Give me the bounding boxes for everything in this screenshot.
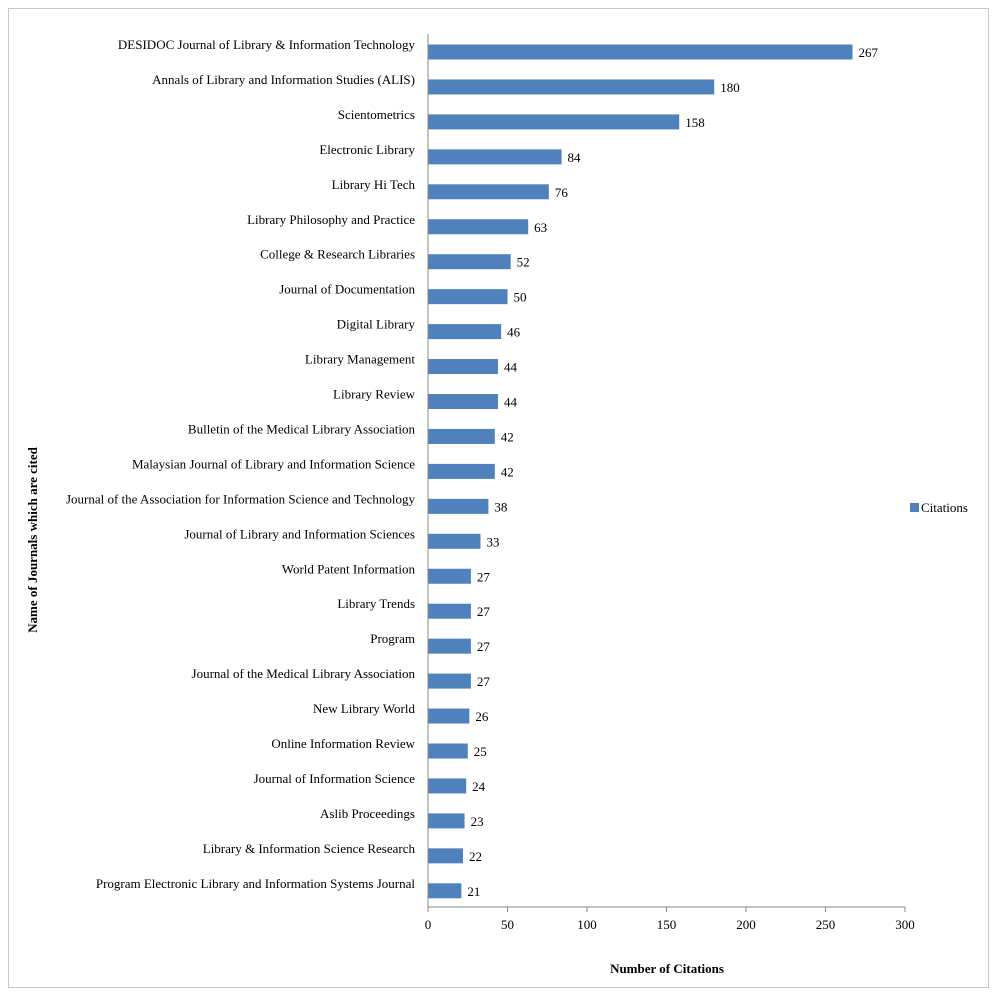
value-label: 27 — [477, 604, 491, 619]
value-label: 27 — [477, 674, 491, 689]
bar — [428, 359, 498, 374]
bar — [428, 79, 714, 94]
category-label: Electronic Library — [319, 142, 415, 157]
value-label: 76 — [555, 185, 569, 200]
value-label: 52 — [517, 255, 530, 270]
bar — [428, 429, 495, 444]
category-label: Aslib Proceedings — [320, 806, 415, 821]
value-label: 21 — [467, 884, 480, 899]
bar — [428, 394, 498, 409]
bar — [428, 149, 562, 164]
category-label: Program Electronic Library and Informati… — [96, 876, 416, 891]
value-label: 27 — [477, 569, 491, 584]
value-label: 46 — [507, 325, 521, 340]
category-label: Bulletin of the Medical Library Associat… — [188, 421, 416, 436]
category-label: College & Research Libraries — [260, 247, 415, 262]
bar — [428, 639, 471, 654]
bar — [428, 219, 528, 234]
value-label: 38 — [494, 499, 507, 514]
bar — [428, 254, 511, 269]
bar — [428, 184, 549, 199]
category-label: Journal of the Association for Informati… — [66, 491, 416, 506]
value-label: 50 — [514, 290, 527, 305]
legend-label: Citations — [921, 500, 968, 515]
value-label: 63 — [534, 220, 547, 235]
x-axis: 0 50 100 150 200 250 300 — [425, 34, 915, 932]
value-label: 33 — [486, 534, 499, 549]
y-axis-title: Name of Journals which are cited — [25, 446, 40, 632]
bar — [428, 709, 469, 724]
bars-group — [428, 45, 853, 899]
bar — [428, 569, 471, 584]
category-label: Digital Library — [337, 317, 416, 332]
category-label: Library Review — [333, 387, 416, 402]
value-label: 158 — [685, 115, 705, 130]
category-label: Online Information Review — [271, 736, 415, 751]
x-tick-label: 200 — [736, 917, 756, 932]
category-label: Library Philosophy and Practice — [247, 212, 415, 227]
value-label: 180 — [720, 80, 740, 95]
category-label: DESIDOC Journal of Library & Information… — [118, 37, 416, 52]
category-label: World Patent Information — [282, 561, 416, 576]
bar — [428, 534, 480, 549]
category-label: Library & Information Science Research — [203, 841, 416, 856]
value-label: 267 — [859, 45, 879, 60]
bar — [428, 464, 495, 479]
x-axis-title: Number of Citations — [610, 961, 724, 976]
value-label: 42 — [501, 429, 514, 444]
value-label: 44 — [504, 395, 517, 410]
bar — [428, 674, 471, 689]
category-label: Journal of Library and Information Scien… — [184, 526, 415, 541]
category-label: Library Hi Tech — [332, 177, 416, 192]
bar — [428, 778, 466, 793]
category-label: Journal of Documentation — [279, 282, 415, 297]
bar — [428, 848, 463, 863]
value-label: 44 — [504, 360, 517, 375]
bar — [428, 883, 461, 898]
x-tick-label: 150 — [657, 917, 677, 932]
value-label: 26 — [475, 709, 489, 724]
value-label: 24 — [472, 779, 486, 794]
x-tick-label: 0 — [425, 917, 432, 932]
value-labels-group: 267 180 158 84 76 63 52 50 46 44 44 42 42 38 33 27 27 27 2… — [467, 45, 878, 899]
bar — [428, 114, 679, 129]
bar — [428, 813, 465, 828]
category-label: Annals of Library and Information Studie… — [152, 72, 415, 87]
category-label: Library Trends — [337, 596, 415, 611]
category-labels-group: DESIDOC Journal of Library & Information… — [66, 37, 416, 891]
value-label: 84 — [568, 150, 582, 165]
bar — [428, 45, 853, 60]
category-label: Journal of the Medical Library Associati… — [192, 666, 416, 681]
x-tick-label: 250 — [816, 917, 836, 932]
category-label: Malaysian Journal of Library and Informa… — [132, 456, 415, 471]
value-label: 42 — [501, 464, 514, 479]
x-tick-label: 50 — [501, 917, 514, 932]
value-label: 25 — [474, 744, 487, 759]
category-label: Library Management — [305, 352, 415, 367]
value-label: 23 — [471, 814, 484, 829]
bar — [428, 744, 468, 759]
x-tick-label: 100 — [577, 917, 597, 932]
legend-swatch — [910, 503, 919, 512]
bar — [428, 289, 508, 304]
legend: Citations — [910, 500, 968, 515]
category-label: New Library World — [313, 701, 415, 716]
category-label: Program — [370, 631, 415, 646]
bar — [428, 324, 501, 339]
x-tick-label: 300 — [895, 917, 915, 932]
value-label: 22 — [469, 849, 482, 864]
category-label: Scientometrics — [338, 107, 415, 122]
value-label: 27 — [477, 639, 491, 654]
category-label: Journal of Information Science — [254, 771, 416, 786]
bar — [428, 604, 471, 619]
bar — [428, 499, 488, 514]
